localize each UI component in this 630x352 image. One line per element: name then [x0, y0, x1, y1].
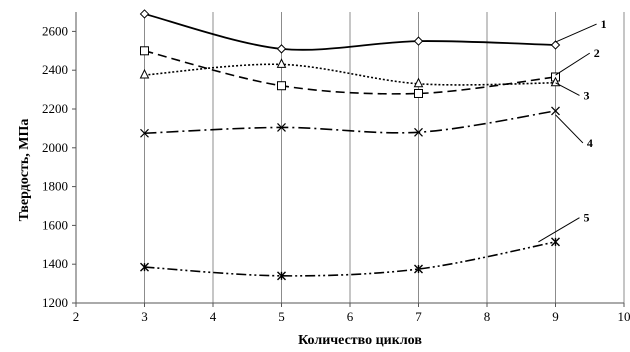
series-4-point-9 [551, 106, 560, 116]
x-tick-label-6: 6 [347, 309, 354, 324]
x-tick-label-4: 4 [210, 309, 217, 324]
series-line-4 [144, 110, 556, 135]
x-tick-label-7: 7 [415, 309, 422, 324]
series-5-point-5 [277, 271, 286, 281]
series-1-point-3 [139, 9, 150, 19]
y-tick-label-2600: 2600 [42, 23, 68, 38]
series-5-point-3 [140, 262, 149, 272]
x-tick-label-3: 3 [141, 309, 148, 324]
series-line-5 [144, 241, 556, 277]
series-2-point-7 [414, 88, 423, 98]
y-tick-label-1600: 1600 [42, 217, 68, 232]
x-tick-label-10: 10 [618, 309, 630, 324]
series-line-3 [144, 63, 556, 86]
x-tick-label-5: 5 [278, 309, 285, 324]
series-label-5: 5 [583, 211, 589, 225]
series-1-point-9 [550, 40, 561, 50]
callout-line-1 [555, 23, 597, 43]
y-axis-title: Твердость, МПа [17, 119, 32, 222]
x-axis-title: Количество циклов [298, 333, 422, 348]
series-label-3: 3 [583, 88, 589, 102]
series-line-1 [144, 13, 556, 51]
series-4-point-7 [414, 127, 423, 137]
series-label-2: 2 [594, 46, 600, 60]
series-3-point-5 [276, 58, 287, 68]
series-1-point-7 [413, 36, 424, 46]
series-3-point-7 [413, 77, 424, 88]
series-3-point-3 [139, 68, 150, 79]
y-tick-label-2200: 2200 [42, 101, 68, 116]
y-tick-label-1800: 1800 [42, 179, 68, 194]
x-tick-label-9: 9 [552, 309, 559, 324]
series-5-point-9 [551, 237, 560, 247]
y-tick-label-2400: 2400 [42, 62, 68, 77]
x-tick-label-8: 8 [484, 309, 491, 324]
callout-line-5 [538, 217, 580, 243]
series-1-point-5 [276, 44, 287, 54]
series-2-point-3 [140, 46, 149, 56]
callout-line-3 [555, 82, 580, 96]
series-5-point-7 [414, 264, 423, 274]
callout-line-2 [555, 52, 591, 76]
y-tick-label-1200: 1200 [42, 295, 68, 310]
series-2-point-5 [277, 81, 286, 91]
series-4-point-5 [277, 123, 286, 132]
series-4-point-3 [140, 128, 149, 138]
y-tick-label-2000: 2000 [42, 140, 68, 155]
y-tick-label-1400: 1400 [42, 256, 68, 271]
series-label-4: 4 [587, 136, 593, 150]
x-tick-label-2: 2 [73, 309, 80, 324]
callout-line-4 [555, 114, 584, 144]
series-label-1: 1 [601, 17, 607, 31]
